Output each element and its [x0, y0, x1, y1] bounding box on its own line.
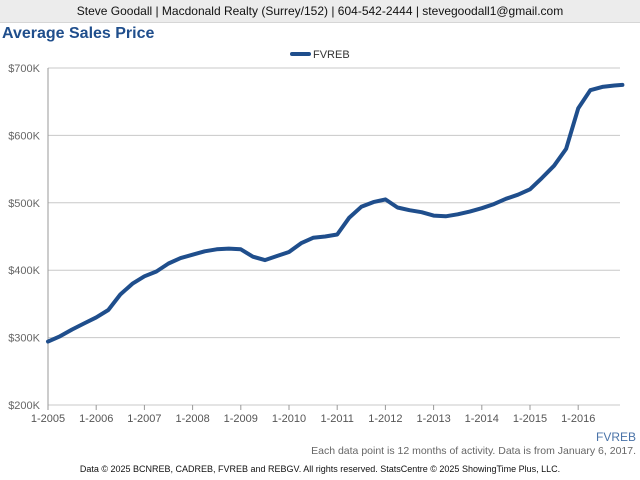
x-tick-label: 1-2007	[127, 413, 161, 425]
x-tick-label: 1-2006	[79, 413, 113, 425]
y-tick-label: $700K	[8, 63, 40, 75]
chart-title: Average Sales Price	[2, 25, 155, 42]
y-tick-label: $300K	[8, 333, 40, 345]
x-tick-label: 1-2013	[416, 413, 450, 425]
y-tick-label: $400K	[8, 265, 40, 277]
y-tick-label: $600K	[8, 130, 40, 142]
source-label: FVREB	[595, 430, 636, 444]
x-tick-label: 1-2005	[31, 413, 65, 425]
x-tick-label: 1-2014	[465, 413, 499, 425]
x-tick-label: 1-2008	[175, 413, 209, 425]
x-tick-label: 1-2010	[272, 413, 306, 425]
series-line-fvreb	[46, 82, 625, 344]
y-tick-label: $500K	[8, 198, 40, 210]
grid-lines	[48, 67, 620, 406]
y-tick-label: $200K	[8, 400, 40, 412]
x-tick-label: 1-2015	[513, 413, 547, 425]
x-tick-label: 1-2012	[368, 413, 402, 425]
x-tick-label: 1-2009	[224, 413, 258, 425]
x-tick-label: 1-2011	[320, 413, 353, 425]
copyright-footer: Data © 2025 BCNREB, CADREB, FVREB and RE…	[79, 464, 561, 474]
axes: $200K $300K $400K $500K $600K $700K 1-2005 1-20…	[8, 63, 595, 425]
contact-text: Steve Goodall | Macdonald Realty (Surrey…	[76, 4, 564, 18]
line-chart: $200K $300K $400K $500K $600K $700K 1-2005 1-20…	[8, 49, 625, 425]
series-layer	[46, 82, 625, 344]
data-note: Each data point is 12 months of activity…	[311, 445, 636, 457]
contact-header: Steve Goodall | Macdonald Realty (Surrey…	[0, 0, 640, 23]
x-tick-label: 1-2016	[561, 413, 595, 425]
legend: FVREB	[290, 49, 350, 61]
legend-label: FVREB	[313, 49, 350, 61]
